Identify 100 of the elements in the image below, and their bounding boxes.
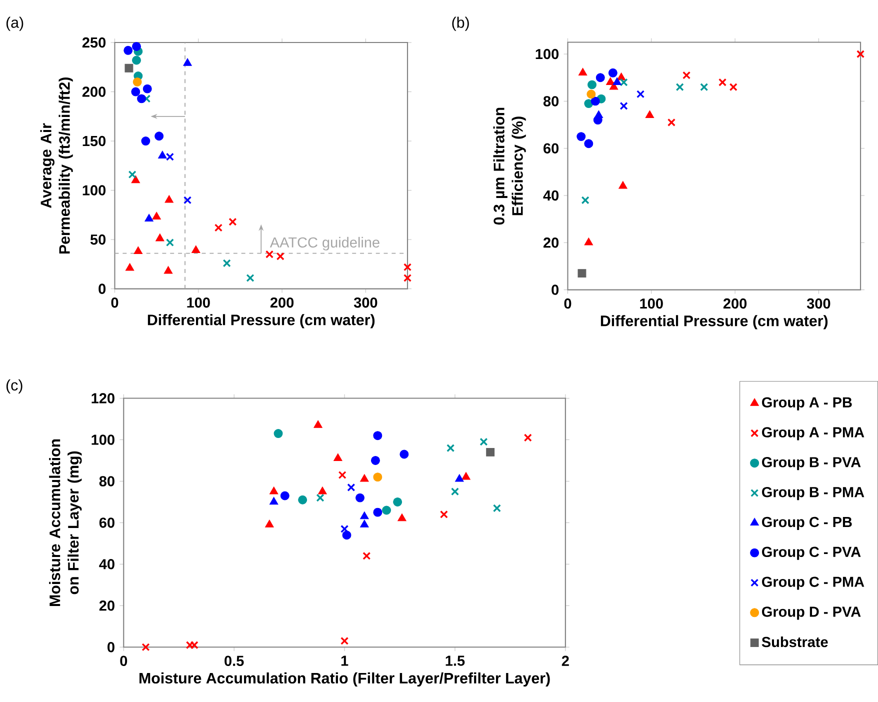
point <box>586 90 596 98</box>
text: (a) <box>6 16 24 31</box>
point <box>382 506 391 515</box>
point <box>403 262 412 272</box>
legend-label: Group B - PMA <box>762 486 864 500</box>
y-axis-title: Average Air Permeability (ft3/min/ft2) <box>40 77 73 254</box>
point <box>676 82 684 91</box>
point <box>588 80 596 90</box>
point <box>166 238 174 246</box>
point <box>334 453 342 461</box>
point <box>214 224 222 232</box>
y-tick-label: 100 <box>92 434 114 445</box>
legend-label: Group C - PVA <box>762 546 861 560</box>
y-tick-label: 100 <box>82 185 106 196</box>
point <box>166 152 174 161</box>
point <box>314 420 322 428</box>
point <box>124 46 133 55</box>
point <box>578 68 588 76</box>
point <box>164 195 174 203</box>
point <box>524 434 532 442</box>
point <box>370 456 380 465</box>
point <box>125 262 134 271</box>
y-tick-label: 0 <box>98 284 106 294</box>
point <box>856 50 865 58</box>
text: (c) <box>6 379 22 394</box>
point <box>356 493 364 502</box>
point <box>132 56 141 65</box>
legend-label: Group A - PMA <box>762 427 864 440</box>
y-tick-label: 20 <box>543 237 559 248</box>
point <box>144 214 154 222</box>
point <box>274 428 283 438</box>
legend-label: Group D - PVA <box>762 606 861 620</box>
point <box>373 472 382 482</box>
point <box>492 504 501 512</box>
point <box>584 139 594 148</box>
legend-label: Group C - PB <box>762 516 852 530</box>
point <box>246 274 254 282</box>
x-tick-label: 200 <box>270 297 294 308</box>
point <box>360 511 369 519</box>
point <box>578 268 586 278</box>
x-tick-label: 1 <box>341 656 348 666</box>
point <box>128 170 136 178</box>
point <box>393 497 402 506</box>
x-tick-label: 2 <box>562 656 569 666</box>
point <box>462 472 470 480</box>
x-axis-title: Differential Pressure (cm water) <box>600 315 828 330</box>
legend-label: Substrate <box>762 636 828 648</box>
point <box>576 132 586 141</box>
point <box>455 474 464 482</box>
point <box>154 132 164 140</box>
y-tick-label: 80 <box>543 96 559 106</box>
point <box>338 470 346 479</box>
x-tick-label: 100 <box>640 298 663 309</box>
point <box>596 73 605 82</box>
point <box>373 430 382 440</box>
point <box>280 491 290 500</box>
point <box>480 438 488 446</box>
point <box>318 486 327 494</box>
point <box>131 87 140 96</box>
y-axis-title: Moisture Accumulation on Filter Layer (mg) <box>49 439 82 606</box>
point <box>132 77 142 86</box>
point <box>183 196 192 204</box>
point <box>265 250 274 258</box>
point <box>228 218 237 226</box>
point <box>667 118 676 126</box>
y-tick-label: 0 <box>552 284 559 295</box>
point <box>316 494 324 502</box>
point <box>142 84 152 94</box>
point <box>342 530 352 540</box>
point <box>222 259 231 268</box>
point <box>276 252 284 260</box>
point <box>718 78 727 86</box>
point <box>347 483 356 492</box>
x-tick-label: 0.5 <box>224 656 244 666</box>
y-tick-label: 20 <box>99 600 114 611</box>
x-axis-title: Differential Pressure (cm water) <box>148 314 375 328</box>
point <box>486 448 495 456</box>
x-axis-title: Moisture Accumulation Ratio (Filter Layer/Prefilter Layer) <box>140 672 550 686</box>
point <box>298 495 308 504</box>
x-tick-label: 100 <box>187 297 210 308</box>
point <box>700 82 708 91</box>
x-tick-label: 300 <box>806 298 830 309</box>
y-tick-label: 40 <box>99 558 114 570</box>
point <box>362 552 371 560</box>
point <box>636 90 645 98</box>
point <box>403 274 412 282</box>
point <box>265 520 274 528</box>
point <box>142 642 150 652</box>
point <box>400 450 409 459</box>
point <box>360 474 369 482</box>
y-tick-label: 60 <box>99 517 114 528</box>
y-tick-label: 150 <box>82 136 106 146</box>
y-axis-title: 0.3 µm Filtration Efficiency (%) <box>493 108 526 224</box>
y-tick-label: 120 <box>92 393 114 404</box>
text: (b) <box>452 16 469 31</box>
point <box>269 496 278 504</box>
point <box>137 94 146 104</box>
point <box>618 180 628 189</box>
x-tick-label: 0 <box>564 298 572 309</box>
y-tick-label: 60 <box>544 143 559 154</box>
